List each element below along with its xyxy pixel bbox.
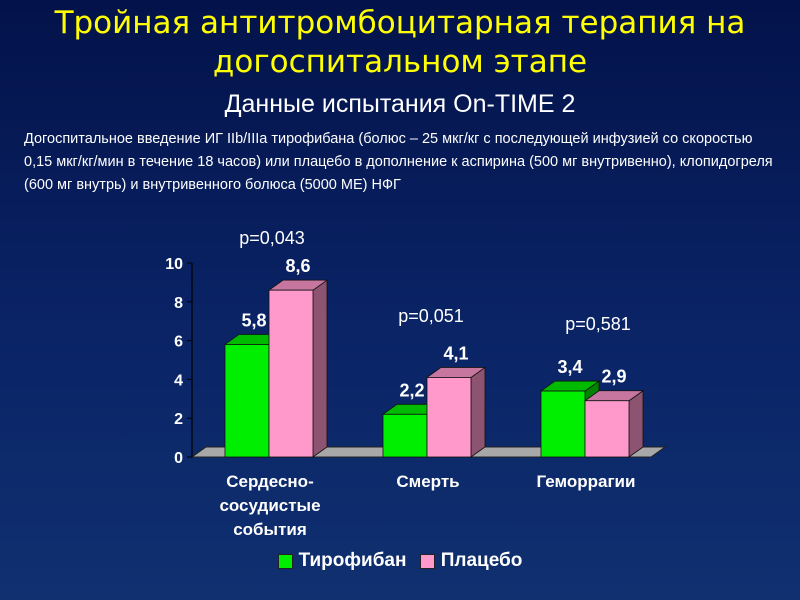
y-tick-label: 0 bbox=[174, 450, 183, 467]
slide-subtitle: Данные испытания On-TIME 2 bbox=[224, 90, 576, 118]
p-value-label: p=0,051 bbox=[398, 306, 464, 326]
bar-value-label: 5,8 bbox=[241, 310, 266, 330]
x-category-label: сосудистые bbox=[219, 496, 320, 515]
bar-value-label: 8,6 bbox=[285, 256, 310, 276]
legend-label-tirofiban: Тирофибан bbox=[298, 550, 407, 571]
bar-side bbox=[628, 389, 644, 458]
bar-value-label: 4,1 bbox=[443, 343, 468, 363]
p-value-label: p=0,581 bbox=[565, 314, 631, 334]
x-category-label: события bbox=[233, 520, 307, 539]
legend-item-tirofiban: Тирофибан bbox=[277, 550, 407, 572]
bar bbox=[382, 413, 428, 458]
y-tick-label: 2 bbox=[174, 411, 183, 428]
x-category-label: Смерть bbox=[396, 472, 459, 491]
legend-item-placebo: Плацебо bbox=[419, 550, 523, 572]
bar-value-label: 2,9 bbox=[601, 367, 626, 387]
bar bbox=[426, 377, 472, 458]
bar-value-label: 2,2 bbox=[399, 380, 424, 400]
chart-legend: Тирофибан Плацебо bbox=[0, 550, 800, 575]
legend-label-placebo: Плацебо bbox=[440, 550, 523, 571]
bar bbox=[584, 400, 630, 458]
bar-side bbox=[312, 279, 328, 458]
legend-swatch-placebo bbox=[419, 553, 435, 569]
y-tick-label: 6 bbox=[174, 334, 183, 351]
trial-description: Догоспитальное введение ИГ IIb/IIIa тиро… bbox=[24, 131, 773, 193]
slide-title: Тройная антитромбоцитарная терапия на до… bbox=[54, 5, 746, 80]
bar bbox=[540, 390, 586, 458]
p-value-label: p=0,043 bbox=[239, 228, 305, 248]
x-category-label: Сердесно- bbox=[226, 472, 313, 491]
y-tick-label: 10 bbox=[165, 256, 183, 273]
legend-swatch-tirofiban bbox=[277, 553, 293, 569]
x-category-label: Геморрагии bbox=[537, 472, 636, 491]
y-tick-label: 8 bbox=[174, 295, 183, 312]
bar-value-label: 3,4 bbox=[557, 357, 582, 377]
bar-side bbox=[470, 366, 486, 458]
y-tick-label: 4 bbox=[174, 372, 183, 389]
bar bbox=[224, 344, 270, 458]
bar bbox=[268, 289, 314, 458]
